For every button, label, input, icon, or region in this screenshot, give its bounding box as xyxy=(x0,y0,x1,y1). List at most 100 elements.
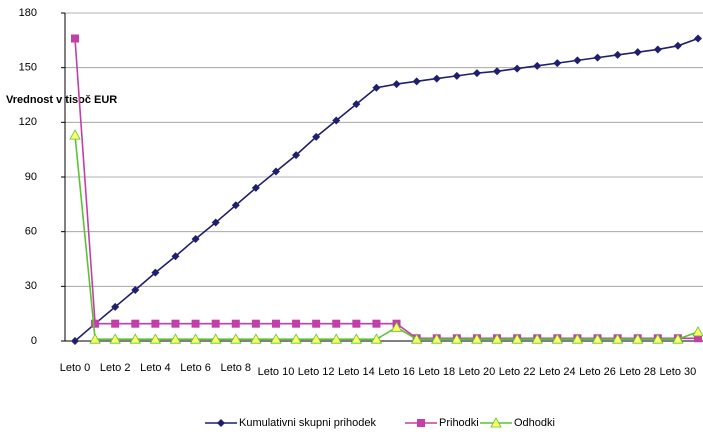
marker xyxy=(151,319,160,328)
marker xyxy=(191,319,200,328)
x-tick-label: Leto 20 xyxy=(459,366,496,378)
marker xyxy=(350,333,363,344)
marker xyxy=(432,74,441,83)
marker xyxy=(171,319,180,328)
marker xyxy=(149,333,162,344)
marker xyxy=(131,285,140,294)
marker xyxy=(111,319,120,328)
y-axis-label: Vrednost v tisoč EUR xyxy=(6,94,117,106)
marker xyxy=(352,319,361,328)
marker xyxy=(312,319,321,328)
marker xyxy=(372,319,381,328)
marker xyxy=(593,53,602,62)
marker xyxy=(109,333,121,344)
marker xyxy=(209,333,222,344)
y-tick-label: 30 xyxy=(25,280,37,292)
marker xyxy=(511,333,523,344)
marker xyxy=(251,319,260,328)
marker xyxy=(270,333,282,344)
marker xyxy=(71,34,79,43)
marker xyxy=(591,333,604,344)
marker xyxy=(412,77,421,86)
marker xyxy=(89,333,101,344)
marker xyxy=(694,334,702,343)
series-line xyxy=(74,38,698,340)
marker xyxy=(292,151,301,160)
x-tick-label: Leto 0 xyxy=(60,362,91,374)
y-tick-label: 90 xyxy=(25,171,37,183)
marker xyxy=(372,83,381,92)
y-tick-label: 60 xyxy=(25,226,37,238)
y-tick-label: 180 xyxy=(19,7,37,19)
marker xyxy=(533,61,542,70)
x-tick-label: Leto 30 xyxy=(660,366,697,378)
x-tick-label: Leto 28 xyxy=(619,366,656,378)
legend-marker xyxy=(217,419,225,427)
marker xyxy=(290,333,302,344)
x-tick-label: Leto 16 xyxy=(378,366,415,378)
marker xyxy=(211,218,220,227)
marker xyxy=(652,333,664,344)
marker xyxy=(231,201,240,210)
marker xyxy=(632,333,644,344)
marker xyxy=(491,333,503,344)
marker xyxy=(633,48,642,57)
marker xyxy=(613,50,622,59)
legend-label: Kumulativni skupni prihodek xyxy=(239,417,376,429)
y-tick-label: 0 xyxy=(31,335,37,347)
legend-label: Prihodki xyxy=(439,417,479,429)
marker xyxy=(553,59,562,68)
marker xyxy=(571,333,584,344)
marker xyxy=(392,80,401,89)
marker xyxy=(310,333,322,344)
marker xyxy=(312,132,321,141)
marker xyxy=(191,234,200,243)
marker xyxy=(451,333,463,344)
marker xyxy=(692,326,703,337)
marker xyxy=(230,333,242,344)
marker xyxy=(71,337,79,345)
marker xyxy=(211,319,220,328)
marker xyxy=(292,319,301,328)
x-tick-label: Leto 26 xyxy=(579,366,616,378)
x-tick-label: Leto 18 xyxy=(418,366,455,378)
marker xyxy=(471,333,483,344)
marker xyxy=(611,333,624,344)
marker xyxy=(151,268,160,277)
legend-marker xyxy=(490,417,502,428)
x-tick-label: Leto 10 xyxy=(258,366,295,378)
marker xyxy=(493,67,502,76)
series-line xyxy=(74,37,699,342)
marker xyxy=(189,333,202,344)
marker xyxy=(573,56,582,65)
marker xyxy=(513,64,522,73)
marker xyxy=(653,45,662,54)
marker xyxy=(169,333,182,344)
marker xyxy=(673,41,682,50)
x-tick-label: Leto 12 xyxy=(298,366,335,378)
marker xyxy=(431,333,443,344)
marker xyxy=(250,333,262,344)
x-tick-label: Leto 24 xyxy=(539,366,576,378)
marker xyxy=(472,69,481,78)
x-tick-label: Leto 22 xyxy=(499,366,536,378)
y-tick-label: 150 xyxy=(19,62,37,74)
marker xyxy=(332,116,341,125)
marker xyxy=(131,319,140,328)
legend-label: Odhodki xyxy=(514,417,555,429)
marker xyxy=(251,183,260,192)
marker xyxy=(271,319,280,328)
x-tick-label: Leto 2 xyxy=(100,362,131,374)
marker xyxy=(91,319,100,328)
marker xyxy=(531,333,543,344)
x-tick-label: Leto 4 xyxy=(140,362,171,374)
marker xyxy=(410,333,423,344)
marker xyxy=(171,252,180,261)
marker xyxy=(551,333,564,344)
marker xyxy=(352,100,361,109)
series-line xyxy=(74,135,699,340)
marker xyxy=(370,333,383,344)
legend-marker xyxy=(417,419,425,427)
marker xyxy=(111,302,120,311)
